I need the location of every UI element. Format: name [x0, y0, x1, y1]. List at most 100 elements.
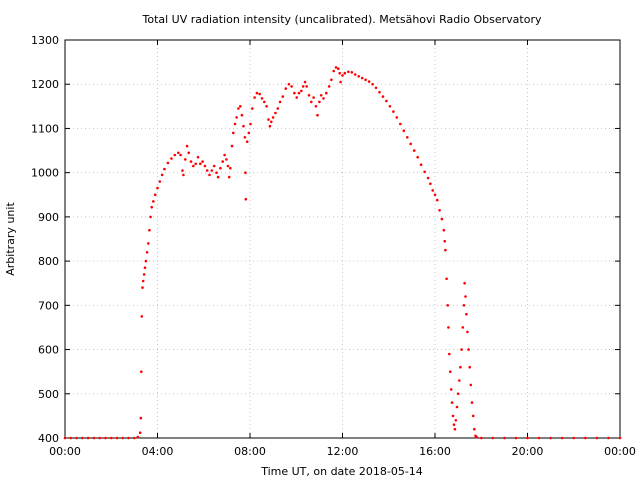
axes: [64, 39, 621, 439]
data-point: [115, 436, 119, 440]
data-point: [330, 78, 333, 82]
data-point: [281, 95, 285, 98]
data-point: [475, 435, 478, 439]
data-point: [392, 110, 395, 113]
data-point: [463, 281, 466, 285]
data-point: [433, 193, 437, 197]
data-point: [465, 312, 468, 316]
data-point: [187, 151, 190, 155]
data-point: [232, 131, 235, 135]
data-point: [431, 189, 435, 192]
data-point: [181, 169, 184, 172]
data-point: [284, 87, 288, 90]
data-point: [454, 419, 458, 422]
data-point: [595, 436, 599, 440]
data-point: [293, 91, 296, 95]
data-point: [255, 91, 259, 95]
data-point: [419, 163, 423, 166]
data-point: [153, 193, 157, 197]
data-point: [86, 436, 90, 440]
data-point: [303, 80, 307, 84]
data-point: [177, 151, 180, 155]
data-point: [75, 436, 78, 440]
data-point: [438, 209, 441, 212]
data-point: [194, 162, 197, 166]
data-point: [268, 124, 272, 128]
data-point: [205, 169, 209, 172]
data-point: [388, 105, 392, 108]
data-point: [239, 105, 242, 108]
data-point: [201, 160, 204, 163]
data-point: [290, 85, 293, 88]
x-axis-ticks: 00:00 04:00 08:00 12:00 16:00 20:00 00:00: [49, 40, 636, 458]
data-point: [127, 436, 130, 440]
data-point: [307, 94, 311, 97]
y-tick-label: 1300: [31, 34, 59, 47]
data-point: [314, 105, 318, 108]
data-point: [196, 155, 200, 159]
data-point: [514, 436, 518, 440]
data-point: [179, 153, 182, 157]
data-point: [247, 131, 251, 135]
data-point: [385, 99, 388, 103]
data-point: [572, 436, 576, 440]
data-point: [141, 279, 145, 283]
x-tick-label: 00:00: [604, 445, 636, 458]
data-point: [473, 427, 476, 431]
data-point: [203, 164, 207, 168]
data-point: [447, 326, 450, 329]
data-point: [409, 142, 413, 146]
data-point: [274, 111, 277, 115]
data-point: [182, 173, 185, 177]
data-point: [287, 82, 291, 86]
data-points: [63, 66, 622, 440]
data-point: [440, 217, 444, 221]
data-point: [444, 248, 447, 252]
data-point: [245, 140, 249, 143]
data-point: [341, 74, 344, 77]
data-point: [152, 200, 155, 203]
data-point: [466, 330, 469, 334]
data-point: [243, 136, 247, 139]
data-point: [458, 379, 461, 382]
data-point: [219, 166, 222, 170]
data-point: [98, 436, 101, 440]
chart-title: Total UV radiation intensity (uncalibrat…: [142, 13, 542, 26]
data-point: [81, 436, 84, 440]
data-point: [338, 71, 342, 75]
y-tick-label: 600: [38, 344, 59, 357]
data-point: [469, 383, 473, 387]
data-point: [141, 286, 144, 289]
data-point: [449, 370, 452, 374]
y-axis-label: Arbitrary unit: [4, 202, 17, 276]
y-tick-label: 400: [38, 432, 59, 445]
data-point: [537, 436, 541, 440]
data-point: [364, 78, 367, 82]
data-point: [263, 100, 266, 104]
data-point: [237, 107, 240, 110]
data-point: [456, 392, 460, 396]
data-point: [526, 436, 529, 440]
data-point: [470, 401, 474, 404]
data-point: [453, 427, 457, 431]
data-point: [347, 70, 350, 74]
data-point: [142, 273, 146, 276]
data-point: [258, 92, 262, 96]
data-point: [618, 436, 622, 440]
data-point: [395, 116, 399, 119]
data-point: [230, 144, 234, 148]
data-point: [353, 73, 357, 76]
data-point: [503, 436, 506, 440]
data-point: [584, 436, 587, 440]
data-point: [244, 197, 248, 201]
data-point: [318, 100, 321, 104]
data-point: [301, 85, 305, 88]
data-point: [491, 436, 495, 440]
y-axis-ticks: 400 500 600 700 800 900 1000 1100 1200 1300: [31, 34, 620, 445]
data-point: [607, 436, 610, 440]
data-point: [316, 113, 319, 117]
data-point: [378, 90, 381, 94]
data-point: [480, 436, 483, 440]
data-point: [166, 161, 170, 165]
x-tick-label: 08:00: [234, 445, 266, 458]
